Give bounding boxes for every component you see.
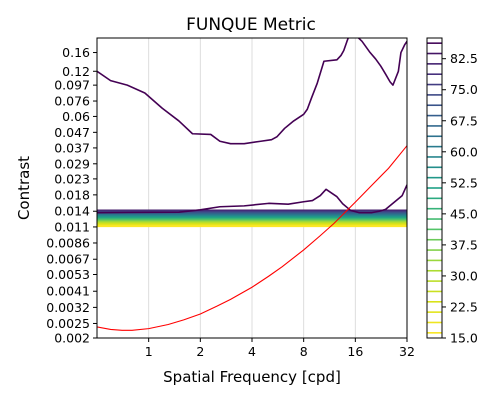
colorbar-tick-label: 37.5 (450, 237, 478, 252)
x-tick-label: 32 (399, 344, 415, 359)
y-tick-label: 0.011 (54, 219, 90, 234)
colorbar-tick-label: 67.5 (450, 113, 478, 128)
y-tick-label: 0.023 (54, 171, 90, 186)
y-tick-label: 0.06 (62, 109, 90, 124)
chart-title: FUNQUE Metric (186, 15, 316, 35)
x-tick-label: 8 (300, 344, 308, 359)
x-tick-label: 2 (196, 344, 204, 359)
y-tick-label: 0.12 (62, 64, 90, 79)
x-tick-label: 1 (145, 344, 153, 359)
y-tick-label: 0.029 (54, 156, 90, 171)
colorbar-tick-label: 75.0 (450, 82, 478, 97)
colorbar-tick-label: 60.0 (450, 144, 478, 159)
y-axis-title: Contrast (15, 156, 33, 220)
colorbar-tick-label: 52.5 (450, 175, 478, 190)
colorbar-tick-label: 15.0 (450, 331, 478, 346)
y-tick-label: 0.16 (62, 45, 90, 60)
y-tick-label: 0.097 (54, 78, 90, 93)
y-tick-label: 0.014 (54, 204, 90, 219)
y-tick-label: 0.0086 (46, 235, 90, 250)
x-tick-label: 4 (248, 344, 256, 359)
y-tick-label: 0.076 (54, 94, 90, 109)
colorbar-tick-label: 22.5 (450, 299, 478, 314)
x-axis-title: Spatial Frequency [cpd] (163, 368, 341, 386)
colorbar-tick-label: 82.5 (450, 51, 478, 66)
y-tick-label: 0.037 (54, 140, 90, 155)
y-tick-label: 0.0067 (46, 252, 90, 267)
colorbar-tick-label: 45.0 (450, 206, 478, 221)
y-tick-label: 0.0053 (46, 267, 90, 282)
y-tick-label: 0.0041 (46, 284, 90, 299)
y-tick-label: 0.002 (54, 331, 90, 346)
colorbar-tick-label: 30.0 (450, 268, 478, 283)
y-tick-label: 0.018 (54, 187, 90, 202)
y-tick-label: 0.0032 (46, 300, 90, 315)
y-tick-label: 0.0025 (46, 316, 90, 331)
y-tick-label: 0.047 (54, 125, 90, 140)
x-tick-label: 16 (347, 344, 363, 359)
